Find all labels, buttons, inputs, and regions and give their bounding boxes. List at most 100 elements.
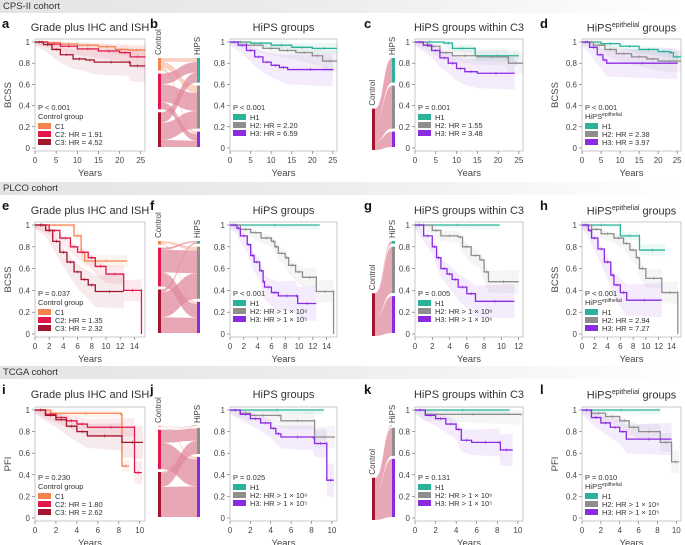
legend-swatch-H1 — [585, 123, 598, 129]
x-tick-label: 0 — [580, 342, 585, 351]
y-tick-label: 0.4 — [566, 286, 578, 295]
y-tick-label: 0.2 — [19, 308, 31, 317]
p-value: P < 0.001 — [38, 103, 70, 112]
y-tick-label: 0 — [406, 144, 411, 153]
survival-curve-H1 — [415, 41, 519, 57]
sankey-node-H1 — [392, 58, 395, 83]
x-tick-label: 2 — [47, 342, 52, 351]
x-tick-label: 10 — [497, 342, 506, 351]
legend-swatch-H3 — [585, 325, 598, 331]
x-axis-label: Years — [272, 168, 296, 179]
y-tick-label: 0.2 — [399, 492, 411, 501]
y-tick-label: 0.8 — [566, 59, 578, 68]
survival-curve-H2 — [230, 224, 335, 334]
x-tick-label: 6 — [269, 342, 274, 351]
x-tick-label: 20 — [654, 156, 663, 165]
sankey-node-H1 — [392, 241, 395, 244]
x-tick-label: 0 — [413, 342, 418, 351]
legend-label-C2: C2: HR = 1.80 — [55, 500, 103, 509]
ci-band-H3 — [415, 410, 513, 467]
x-tick-label: 0 — [228, 342, 233, 351]
x-tick-label: 15 — [473, 156, 482, 165]
x-tick-label: 4 — [617, 526, 622, 535]
x-tick-label: 2 — [593, 342, 598, 351]
legend-label-H2: H2: HR > 1 × 10⁶ — [435, 491, 492, 500]
panel-letter-h: h — [540, 198, 548, 213]
x-tick-label: 2 — [54, 526, 59, 535]
x-tick-label: 15 — [94, 156, 103, 165]
y-tick-label: 0.4 — [214, 102, 226, 111]
sankey-flow — [375, 296, 392, 336]
plot-frame — [229, 406, 338, 522]
y-tick-label: 1 — [573, 406, 578, 415]
y-tick-label: 0.6 — [19, 80, 31, 89]
sankey-node-C2 — [158, 429, 161, 470]
y-tick-label: 0 — [221, 330, 226, 339]
plot-frame — [229, 38, 338, 152]
p-value: P = 0.037 — [38, 289, 70, 298]
y-tick-label: 0.2 — [214, 123, 226, 132]
legend-title: Control group — [38, 482, 83, 491]
x-tick-label: 2 — [599, 526, 604, 535]
legend-label-C3: C3: HR = 2.32 — [55, 324, 103, 333]
x-tick-label: 10 — [616, 156, 625, 165]
panel-title-j: HiPS groups — [252, 389, 315, 401]
y-tick-label: 0.2 — [566, 123, 578, 132]
sankey-node-C3 — [158, 112, 161, 147]
x-tick-label: 0 — [228, 156, 233, 165]
ci-band-H1 — [230, 225, 320, 230]
y-tick-label: 0.6 — [566, 449, 578, 458]
legend-label-H3: H3: HR > 1 × 10⁵ — [435, 499, 492, 508]
panel-letter-b: b — [150, 16, 158, 31]
legend-swatch-H2 — [233, 492, 246, 498]
x-tick-label: 8 — [495, 526, 500, 535]
legend-swatch-H1 — [418, 114, 431, 120]
x-tick-label: 10 — [135, 526, 144, 535]
panel-title-e: Grade plus IHC and ISH — [30, 205, 150, 217]
survival-curve-C1 — [35, 41, 146, 51]
ci-band-C2 — [35, 225, 142, 334]
ci-band-H1 — [415, 410, 510, 415]
ci-band-H1 — [582, 42, 681, 64]
legend-label-H2: H2: HR = 2.20 — [250, 121, 298, 130]
sankey-left-label: Control — [154, 397, 163, 423]
legend-swatch-H2 — [585, 501, 598, 507]
sankey-node-C3 — [372, 108, 375, 150]
x-tick-label: 12 — [116, 342, 125, 351]
x-tick-label: 4 — [75, 526, 80, 535]
ci-band-C2 — [35, 42, 145, 69]
y-tick-label: 0.4 — [214, 471, 226, 480]
sankey-flow — [161, 440, 197, 487]
x-tick-label: 25 — [328, 156, 337, 165]
x-tick-label: 6 — [618, 342, 623, 351]
sankey-left-label: Control — [368, 449, 377, 475]
sankey-flow — [161, 243, 197, 304]
plot-frame — [414, 406, 524, 522]
survival-curve-H3 — [415, 224, 515, 302]
x-tick-label: 6 — [465, 342, 470, 351]
y-tick-label: 0.2 — [214, 308, 226, 317]
ci-band-H3 — [582, 225, 662, 318]
legend-label-C1: C1 — [55, 122, 65, 131]
sankey-left-label: Control — [368, 264, 377, 290]
y-tick-label: 0.4 — [399, 471, 411, 480]
plot-frame — [414, 38, 524, 152]
y-tick-label: 1 — [221, 221, 226, 230]
y-tick-label: 1 — [406, 406, 411, 415]
sankey-right-label: HiPS — [388, 37, 397, 55]
y-tick-label: 0.6 — [399, 265, 411, 274]
legend-swatch-H3 — [233, 500, 246, 506]
sankey-right-label: HiPS — [388, 220, 397, 238]
sankey-node-H2 — [392, 85, 395, 129]
plot-frame — [229, 221, 338, 338]
sankey-node-H3 — [392, 458, 395, 517]
panel-letter-j: j — [150, 382, 154, 397]
y-tick-label: 0.4 — [399, 286, 411, 295]
ci-band-H2 — [415, 225, 519, 294]
